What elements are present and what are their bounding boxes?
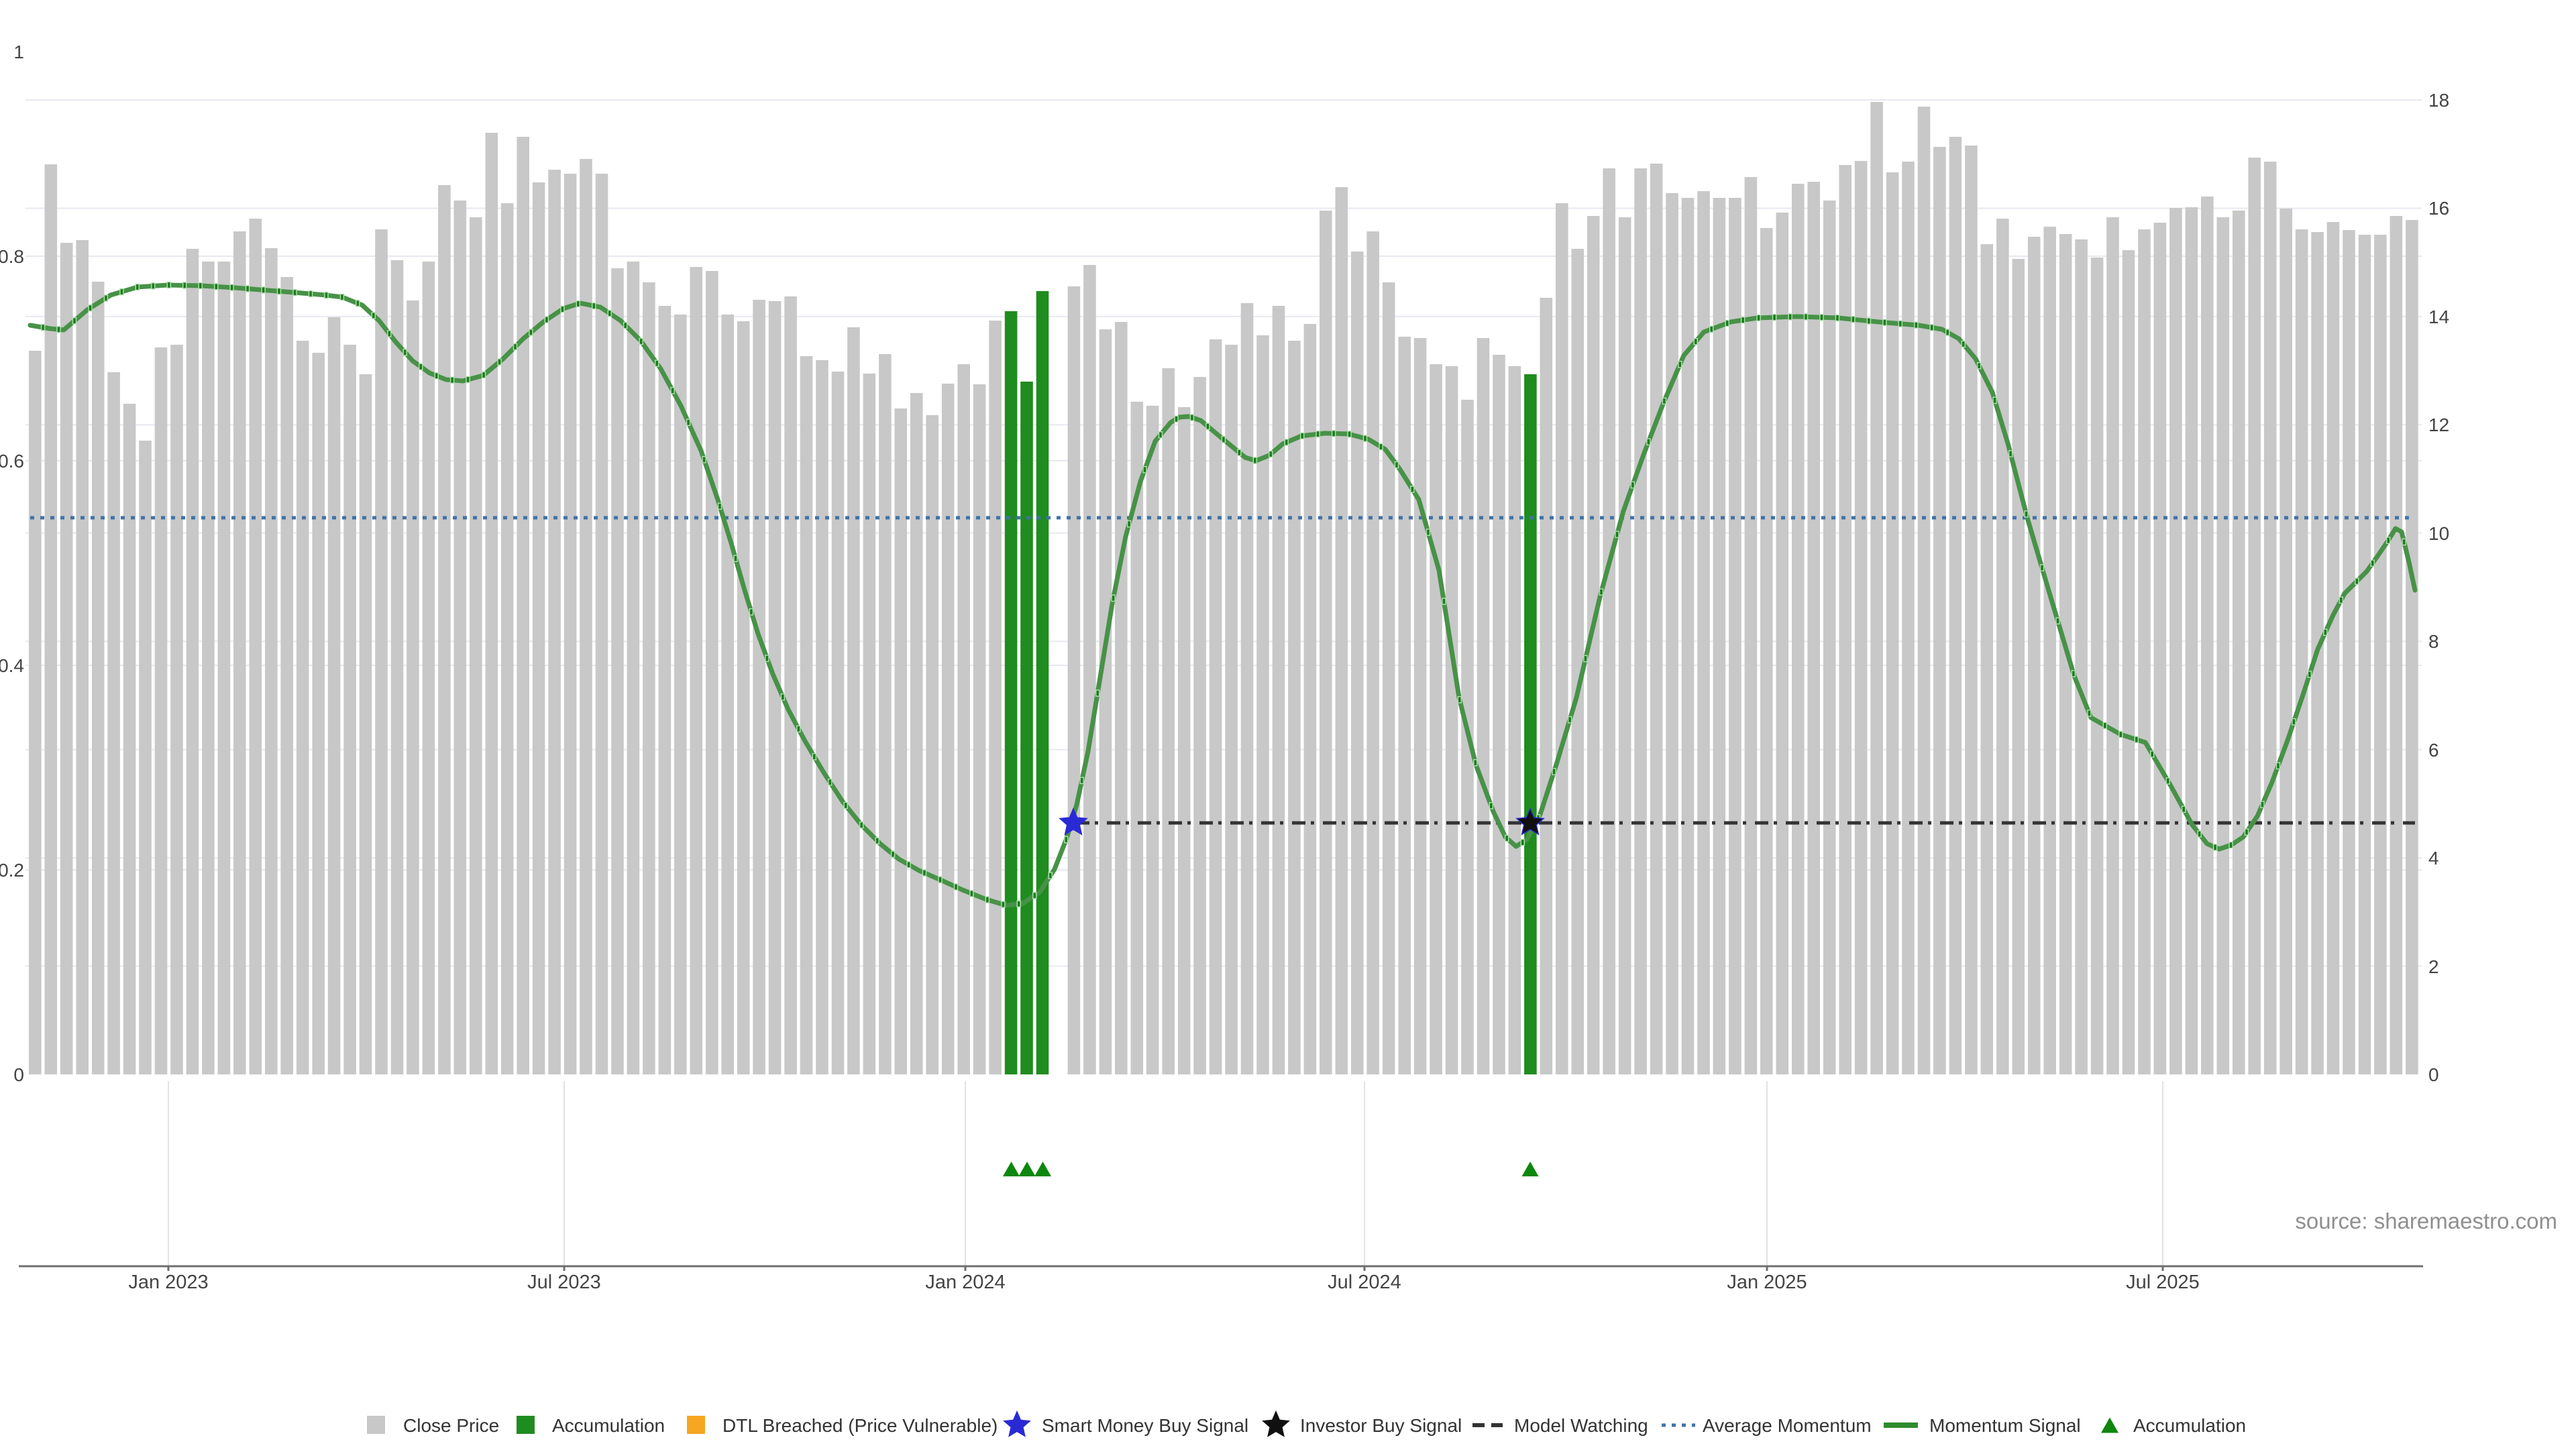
svg-text:18: 18 (2428, 90, 2449, 111)
svg-text:Jan 2025: Jan 2025 (1727, 1272, 1807, 1293)
svg-text:2: 2 (2428, 956, 2439, 977)
svg-text:8: 8 (2428, 631, 2439, 652)
svg-text:Accumulation: Accumulation (552, 1415, 665, 1436)
svg-text:Close Price: Close Price (403, 1415, 499, 1436)
svg-text:Model Watching: Model Watching (1514, 1415, 1648, 1436)
svg-text:Jul 2023: Jul 2023 (527, 1272, 601, 1293)
svg-text:Jan 2024: Jan 2024 (925, 1272, 1005, 1293)
svg-text:Smart Money Buy Signal: Smart Money Buy Signal (1042, 1415, 1248, 1436)
svg-text:Jul 2025: Jul 2025 (2126, 1272, 2200, 1293)
svg-text:0: 0 (13, 1064, 24, 1085)
svg-text:DTL Breached (Price Vulnerable: DTL Breached (Price Vulnerable) (722, 1415, 998, 1436)
svg-text:Accumulation: Accumulation (2133, 1415, 2246, 1436)
svg-text:10: 10 (2428, 523, 2449, 544)
svg-text:0.2: 0.2 (0, 860, 24, 881)
svg-text:Jul 2024: Jul 2024 (1328, 1272, 1401, 1293)
svg-text:Average Momentum: Average Momentum (1703, 1415, 1872, 1436)
svg-text:6: 6 (2428, 740, 2439, 761)
svg-text:16: 16 (2428, 198, 2449, 219)
svg-text:12: 12 (2428, 414, 2449, 435)
svg-text:0.4: 0.4 (0, 655, 24, 676)
svg-text:0.6: 0.6 (0, 451, 24, 471)
svg-text:0.8: 0.8 (0, 246, 24, 267)
svg-text:1: 1 (13, 42, 24, 62)
svg-text:source: sharemaestro.com: source: sharemaestro.com (2295, 1209, 2557, 1233)
svg-text:14: 14 (2428, 306, 2449, 327)
svg-text:4: 4 (2428, 848, 2439, 869)
svg-text:Momentum Signal: Momentum Signal (1929, 1415, 2081, 1436)
svg-text:0: 0 (2428, 1064, 2439, 1085)
svg-text:Investor Buy Signal: Investor Buy Signal (1300, 1415, 1462, 1436)
svg-text:Jan 2023: Jan 2023 (128, 1272, 208, 1293)
